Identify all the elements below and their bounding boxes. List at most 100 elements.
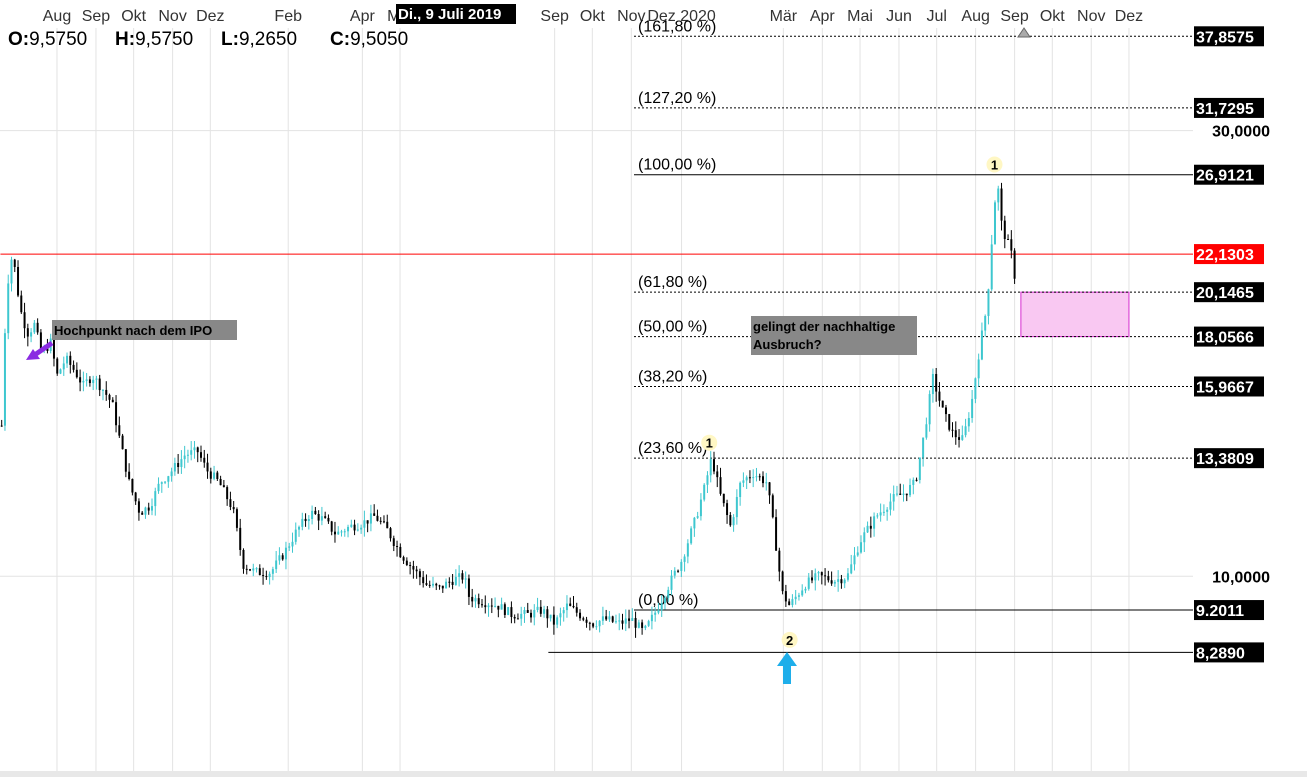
candle-body [794, 596, 797, 600]
low-line-badge-text: 8,2890 [1196, 645, 1245, 662]
candle [170, 467, 173, 482]
candle [131, 478, 134, 496]
candle [1003, 215, 1006, 249]
svg-text:L:9,2650: L:9,2650 [221, 29, 297, 50]
candle-body [311, 510, 314, 520]
candle-body [618, 620, 621, 622]
candle-body [765, 482, 768, 484]
candle-body [807, 577, 810, 589]
open-value: 9,5750 [29, 29, 87, 50]
fib-badge: 31,7295 [1194, 97, 1264, 118]
candle-body [824, 575, 827, 577]
candle [797, 592, 800, 601]
candle-body [562, 610, 565, 614]
candle [441, 585, 444, 593]
wave-2-circle [781, 631, 798, 648]
candle-body [513, 616, 516, 619]
candle [997, 185, 1000, 211]
candle [680, 559, 683, 577]
breakout-annotation[interactable]: gelingt der nachhaltige Ausbruch? [751, 316, 917, 355]
candle [105, 381, 108, 401]
svg-text:C:9,5050: C:9,5050 [330, 29, 408, 50]
candle-body [98, 378, 101, 391]
candle-body [869, 525, 872, 529]
fib-badge: 26,9121 [1194, 164, 1264, 185]
candle-body [709, 459, 712, 476]
horizontal-lines [0, 253, 1193, 653]
candle-body [703, 484, 706, 500]
candle-body [3, 333, 6, 426]
candle-body [26, 328, 29, 337]
candle-body [484, 605, 487, 608]
candle-body [879, 512, 882, 516]
candle-body [121, 435, 124, 450]
candle-body [186, 454, 189, 456]
candle-body [605, 616, 608, 620]
up-triangle-icon[interactable] [1017, 27, 1031, 38]
candle [543, 605, 546, 618]
x-tick-label: Mär [770, 8, 798, 25]
fib-badge: 15,9667 [1194, 376, 1264, 397]
candle-body [347, 526, 350, 532]
candle [235, 507, 238, 532]
candle-body [36, 322, 39, 333]
candle-body [788, 601, 791, 605]
candle-body [209, 471, 212, 479]
candle-body [690, 528, 693, 544]
candle [487, 603, 490, 617]
candle [101, 389, 104, 401]
candle [677, 569, 680, 573]
candle [598, 620, 601, 633]
candle [265, 570, 268, 580]
candle [510, 601, 513, 624]
candle-body [196, 447, 199, 453]
candle-body [719, 477, 722, 494]
candle [294, 522, 297, 545]
ipo-high-resistance-badge-text: 22,1303 [1196, 247, 1254, 264]
candle-body [716, 471, 719, 478]
candle-body [115, 402, 118, 426]
candle-body [494, 605, 497, 607]
svg-text:H:9,5750: H:9,5750 [115, 29, 193, 50]
ipo-high-annotation[interactable]: Hochpunkt nach dem IPO [52, 320, 237, 340]
candle-body [105, 389, 108, 395]
candle [575, 602, 578, 617]
candle-body [637, 622, 640, 628]
candle [252, 563, 255, 577]
candle [88, 376, 91, 387]
candle [938, 382, 941, 407]
candle-body [644, 625, 647, 628]
candle [726, 499, 729, 524]
candle [856, 546, 859, 557]
candle [846, 568, 849, 582]
candle-body [137, 501, 140, 513]
candle [928, 390, 931, 432]
candle [579, 609, 582, 621]
candle-body [141, 512, 144, 515]
candle-body [993, 202, 996, 245]
candle [177, 453, 180, 474]
candle-body [961, 435, 964, 440]
candle-body [101, 389, 104, 391]
candle [85, 372, 88, 387]
candle [330, 520, 333, 536]
candle-body [206, 462, 209, 472]
candle-body [467, 578, 470, 597]
candle-body [320, 516, 323, 521]
candle [307, 515, 310, 530]
candle [977, 353, 980, 387]
candle [614, 614, 617, 624]
candle [226, 485, 229, 506]
candle-body [69, 355, 72, 365]
candle [471, 588, 474, 608]
target-zone-layer [1020, 291, 1130, 338]
fib-badge-bg [1194, 376, 1264, 397]
candle [13, 258, 16, 273]
candle [987, 288, 990, 325]
candle-body [895, 493, 898, 495]
candle [778, 547, 781, 582]
fib-badge-bg [1194, 282, 1264, 303]
candle [304, 513, 307, 527]
